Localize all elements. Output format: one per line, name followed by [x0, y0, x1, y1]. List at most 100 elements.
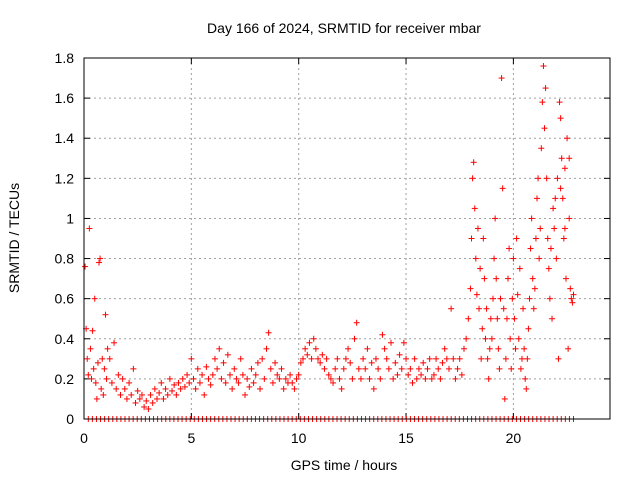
- data-point: [448, 305, 455, 312]
- data-point: [229, 385, 236, 392]
- data-point: [570, 291, 577, 298]
- data-point: [413, 375, 420, 382]
- data-point: [306, 339, 313, 346]
- data-point: [297, 359, 304, 366]
- data-point: [507, 335, 514, 342]
- data-point: [357, 375, 364, 382]
- data-point: [353, 319, 360, 326]
- data-point: [487, 315, 494, 322]
- data-point: [239, 371, 246, 378]
- y-tick-label: 1.2: [55, 170, 75, 186]
- data-point: [541, 125, 548, 132]
- data-point: [498, 75, 505, 82]
- data-point: [502, 355, 509, 362]
- data-point: [347, 359, 354, 366]
- data-point: [89, 327, 96, 334]
- data-point: [216, 345, 223, 352]
- data-point: [564, 135, 571, 142]
- data-point: [439, 359, 446, 366]
- data-point: [443, 355, 450, 362]
- data-point: [551, 225, 558, 232]
- data-point: [467, 285, 474, 292]
- data-point: [383, 355, 390, 362]
- data-point: [293, 375, 300, 382]
- data-point: [488, 335, 495, 342]
- data-point: [332, 365, 339, 372]
- data-point: [207, 381, 214, 388]
- x-axis-title: GPS time / hours: [291, 457, 398, 473]
- data-point: [192, 385, 199, 392]
- data-point: [351, 335, 358, 342]
- data-point: [254, 359, 261, 366]
- data-point: [567, 285, 574, 292]
- data-point: [235, 379, 242, 386]
- data-point: [130, 365, 137, 372]
- data-point: [153, 395, 160, 402]
- data-point: [479, 325, 486, 332]
- data-point: [557, 115, 564, 122]
- data-point: [424, 365, 431, 372]
- data-point: [536, 255, 543, 262]
- data-point: [554, 175, 561, 182]
- data-point: [481, 275, 488, 282]
- data-point: [450, 355, 457, 362]
- data-point: [158, 379, 165, 386]
- data-point: [336, 375, 343, 382]
- data-point: [493, 275, 500, 282]
- plot-frame: [83, 57, 611, 420]
- data-point: [115, 371, 122, 378]
- data-point: [289, 379, 296, 386]
- data-point: [569, 299, 576, 306]
- data-point: [92, 379, 99, 386]
- data-point: [177, 385, 184, 392]
- data-point: [205, 375, 212, 382]
- data-point: [252, 371, 259, 378]
- data-point: [299, 355, 306, 362]
- data-point: [435, 365, 442, 372]
- data-point: [495, 345, 502, 352]
- data-point: [295, 371, 302, 378]
- data-point: [500, 305, 507, 312]
- data-point: [422, 375, 429, 382]
- data-point: [126, 379, 133, 386]
- data-point: [310, 335, 317, 342]
- x-tick-label: 20: [506, 430, 522, 446]
- data-point: [248, 365, 255, 372]
- data-point: [526, 295, 533, 302]
- data-point: [360, 355, 367, 362]
- data-point: [87, 345, 94, 352]
- data-point: [181, 383, 188, 390]
- y-tick-label: 1.4: [55, 130, 75, 146]
- x-tick-label: 10: [291, 430, 307, 446]
- data-point: [308, 355, 315, 362]
- y-tick-label: 0.8: [55, 251, 75, 267]
- data-point: [454, 365, 461, 372]
- data-point: [91, 295, 98, 302]
- data-point: [405, 371, 412, 378]
- data-point: [362, 365, 369, 372]
- data-point: [263, 345, 270, 352]
- data-point: [132, 399, 139, 406]
- data-point: [321, 365, 328, 372]
- data-point: [101, 365, 108, 372]
- data-point: [437, 375, 444, 382]
- data-point: [532, 235, 539, 242]
- data-point: [561, 225, 568, 232]
- data-point: [86, 225, 93, 232]
- data-point: [119, 375, 126, 382]
- data-point: [334, 355, 341, 362]
- data-point: [226, 371, 233, 378]
- data-point: [491, 255, 498, 262]
- data-point: [485, 375, 492, 382]
- data-point: [486, 345, 493, 352]
- data-point: [496, 365, 503, 372]
- data-point: [537, 225, 544, 232]
- data-point: [375, 365, 382, 372]
- data-point: [514, 291, 521, 298]
- data-point: [340, 365, 347, 372]
- data-point: [547, 245, 554, 252]
- data-point: [441, 345, 448, 352]
- data-point: [528, 215, 535, 222]
- data-point: [512, 345, 519, 352]
- data-point: [558, 155, 565, 162]
